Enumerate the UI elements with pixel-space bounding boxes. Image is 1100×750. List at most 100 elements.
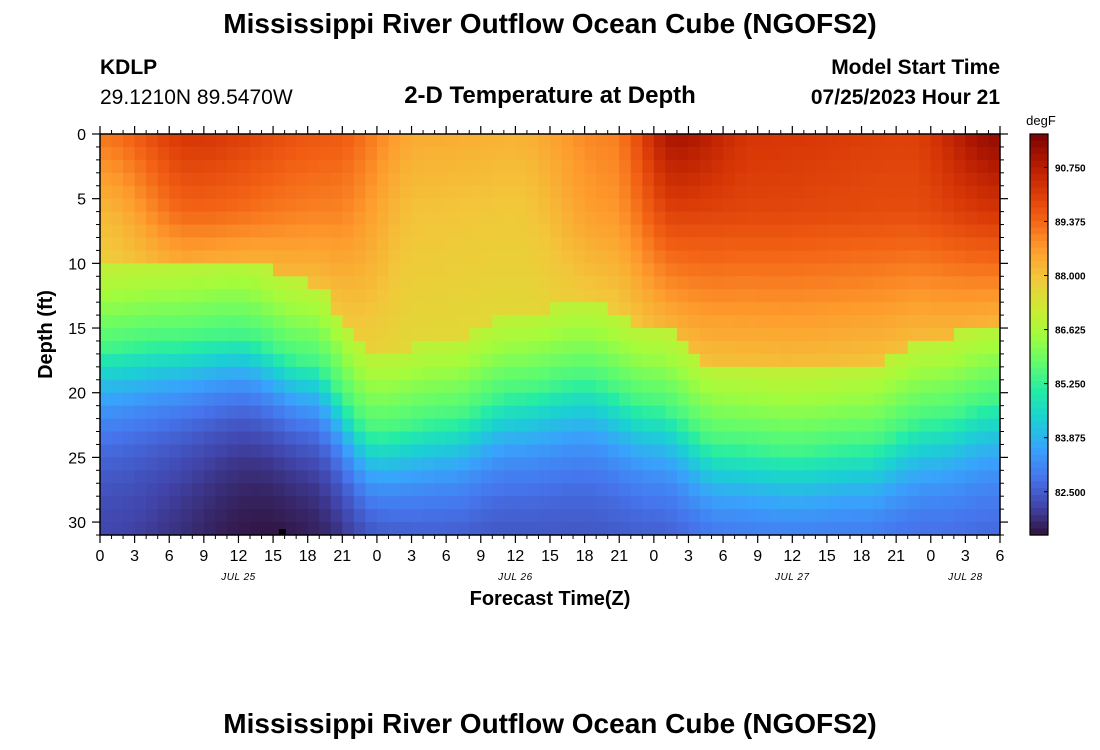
heatmap-cell <box>896 146 909 161</box>
heatmap-cell <box>850 237 863 252</box>
heatmap-cell <box>630 172 643 187</box>
heatmap-cell <box>665 224 678 239</box>
heatmap-cell <box>526 276 540 290</box>
heatmap-cell <box>653 340 666 355</box>
heatmap-cell <box>861 185 874 200</box>
heatmap-cell <box>515 159 528 174</box>
heatmap-cell <box>146 172 159 187</box>
heatmap-cell <box>688 134 701 148</box>
heatmap-cell <box>573 198 586 213</box>
heatmap-cell <box>226 172 240 187</box>
heatmap-cell <box>192 250 205 264</box>
heatmap-cell <box>965 353 978 368</box>
heatmap-cell <box>746 276 759 290</box>
heatmap-cell <box>561 431 574 446</box>
heatmap-cell <box>250 340 263 355</box>
heatmap-cell <box>388 146 401 161</box>
heatmap-cell <box>919 302 932 316</box>
heatmap-cell <box>619 483 632 497</box>
heatmap-cell <box>815 496 828 510</box>
heatmap-cell <box>123 263 136 277</box>
colorbar: 90.75089.37588.00086.62585.25083.87582.5… <box>1029 133 1086 536</box>
heatmap-cell <box>665 509 678 523</box>
heatmap-cell <box>353 172 366 187</box>
heatmap-cell <box>180 496 193 510</box>
heatmap-cell <box>723 418 736 433</box>
heatmap-cell <box>111 509 124 523</box>
heatmap-cell <box>457 379 470 394</box>
heatmap-cell <box>919 263 932 277</box>
heatmap-cell <box>942 457 955 471</box>
heatmap-cell <box>988 315 1000 329</box>
heatmap-cell <box>919 146 932 161</box>
heatmap-cell <box>838 522 851 535</box>
colorbar-swatch <box>1030 254 1048 262</box>
heatmap-cell <box>561 263 574 277</box>
x-tick-label: 9 <box>199 548 208 565</box>
heatmap-cell <box>953 237 966 252</box>
heatmap-cell <box>653 237 666 252</box>
heatmap-cell <box>469 198 482 213</box>
heatmap-cell <box>723 146 736 161</box>
heatmap-cell <box>238 340 251 355</box>
heatmap-cell <box>515 379 528 394</box>
heatmap-cell <box>653 418 666 433</box>
heatmap-cell <box>734 185 747 200</box>
heatmap-cell <box>884 159 897 174</box>
heatmap-cell <box>515 328 528 342</box>
heatmap-cell <box>388 328 401 342</box>
heatmap-cell <box>526 172 540 187</box>
heatmap-cell <box>596 353 609 368</box>
heatmap-cell <box>423 496 436 510</box>
heatmap-cell <box>157 418 170 433</box>
heatmap-cell <box>688 496 701 510</box>
heatmap-cell <box>826 185 840 200</box>
heatmap-cell <box>250 483 263 497</box>
heatmap-cell <box>492 470 505 484</box>
colorbar-swatch <box>1030 167 1048 175</box>
heatmap-cell <box>803 146 816 161</box>
heatmap-cell <box>850 483 863 497</box>
heatmap-cell <box>538 315 551 329</box>
heatmap-cell <box>411 509 424 523</box>
heatmap-cell <box>480 431 493 446</box>
heatmap-cell <box>388 198 401 213</box>
heatmap-cell <box>134 224 147 239</box>
heatmap-cell <box>157 405 170 420</box>
heatmap-cell <box>596 198 609 213</box>
heatmap-cell <box>757 328 770 342</box>
heatmap-cell <box>376 159 390 174</box>
heatmap-cell <box>826 315 840 329</box>
heatmap-cell <box>319 496 332 510</box>
heatmap-cell <box>342 444 355 458</box>
heatmap-cell <box>296 159 309 174</box>
heatmap-cell <box>400 379 413 394</box>
heatmap-cell <box>642 276 655 290</box>
heatmap-cell <box>261 185 274 200</box>
heatmap-cell <box>573 276 586 290</box>
heatmap-cell <box>953 522 966 535</box>
heatmap-cell <box>538 289 551 303</box>
heatmap-cell <box>365 224 378 239</box>
heatmap-cell <box>169 470 182 484</box>
heatmap-cell <box>134 457 147 471</box>
heatmap-cell <box>469 250 482 264</box>
heatmap-cell <box>111 379 124 394</box>
heatmap-cell <box>550 276 563 290</box>
heatmap-cell <box>953 185 966 200</box>
heatmap-cell <box>607 211 620 226</box>
heatmap-cell <box>907 457 920 471</box>
heatmap-cell <box>469 353 482 368</box>
heatmap-cell <box>100 134 113 148</box>
heatmap-cell <box>469 302 482 316</box>
heatmap-cell <box>884 276 897 290</box>
heatmap-cell <box>988 470 1000 484</box>
heatmap-cell <box>342 263 355 277</box>
heatmap-cell <box>192 134 205 148</box>
heatmap-cell <box>550 263 563 277</box>
heatmap-cell <box>780 392 793 407</box>
heatmap-cell <box>850 405 863 420</box>
heatmap-cell <box>861 470 874 484</box>
heatmap-cell <box>180 509 193 523</box>
heatmap-cell <box>930 483 943 497</box>
